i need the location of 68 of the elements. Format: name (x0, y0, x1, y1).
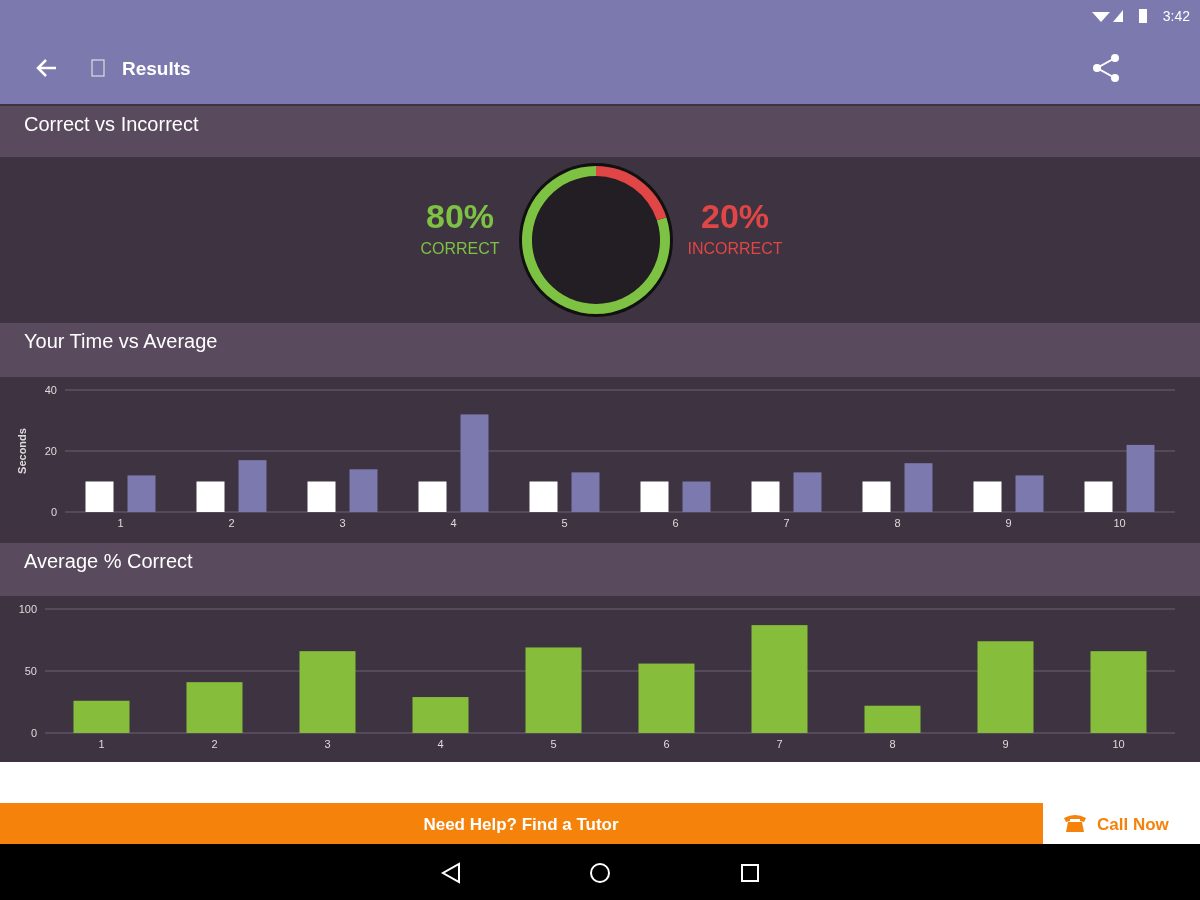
bar (638, 663, 695, 733)
y-tick-label: 0 (30, 727, 37, 739)
bar (640, 481, 669, 512)
bar (751, 481, 780, 512)
x-tick-label: 6 (672, 517, 679, 529)
bar (682, 481, 711, 512)
bar (196, 481, 225, 512)
text: Correct vs Incorrect (24, 113, 199, 135)
x-tick-label: 3 (339, 517, 346, 529)
bar (307, 481, 336, 512)
slice-label: INCORRECT (687, 240, 783, 257)
x-tick-label: 6 (663, 738, 670, 750)
bar (793, 472, 822, 512)
bar (525, 647, 582, 733)
y-tick-label: 20 (44, 445, 57, 457)
x-tick-label: 9 (1002, 738, 1009, 750)
bar (864, 705, 921, 733)
text: Call Now (1097, 815, 1170, 834)
bar (299, 651, 356, 733)
x-tick-label: 2 (228, 517, 235, 529)
bar (85, 481, 114, 512)
text: Need Help? Find a Tutor (423, 815, 619, 834)
y-axis-title: Seconds (16, 428, 28, 474)
bar (529, 481, 558, 512)
x-tick-label: 1 (98, 738, 105, 750)
bar (238, 460, 267, 512)
bar (904, 463, 933, 512)
y-tick-label: 0 (50, 506, 57, 518)
text: Results (122, 58, 191, 79)
bar (1090, 651, 1147, 733)
bar (1126, 444, 1155, 512)
bar (460, 414, 489, 512)
slice-label: CORRECT (420, 240, 500, 257)
bar (186, 682, 243, 733)
bar (412, 697, 469, 733)
chart-title: Average % Correct (24, 550, 194, 572)
y-tick-label: 40 (44, 384, 57, 396)
x-tick-label: 4 (437, 738, 444, 750)
bar (73, 700, 130, 733)
x-tick-label: 5 (561, 517, 568, 529)
bar (349, 469, 378, 512)
x-tick-label: 10 (1113, 517, 1126, 529)
bar (751, 625, 808, 733)
data-label: 80% (425, 197, 495, 235)
data-label: 20% (700, 197, 770, 235)
x-tick-label: 8 (894, 517, 901, 529)
text: 3:42 (1162, 8, 1191, 24)
bar (571, 472, 600, 512)
bar (127, 475, 156, 512)
y-tick-label: 100 (18, 603, 37, 615)
x-tick-label: 5 (550, 738, 557, 750)
bar (973, 481, 1002, 512)
x-tick-label: 1 (117, 517, 124, 529)
x-tick-label: 4 (450, 517, 457, 529)
chart-title: Your Time vs Average (24, 330, 218, 352)
bar (1015, 475, 1044, 512)
bar (1084, 481, 1113, 512)
bar (977, 641, 1034, 733)
x-tick-label: 7 (776, 738, 783, 750)
x-tick-label: 8 (889, 738, 896, 750)
y-tick-label: 50 (24, 665, 37, 677)
x-tick-label: 10 (1112, 738, 1125, 750)
bar (862, 481, 891, 512)
bar (418, 481, 447, 512)
x-tick-label: 3 (324, 738, 331, 750)
x-tick-label: 9 (1005, 517, 1012, 529)
x-tick-label: 7 (783, 517, 790, 529)
x-tick-label: 2 (211, 738, 218, 750)
